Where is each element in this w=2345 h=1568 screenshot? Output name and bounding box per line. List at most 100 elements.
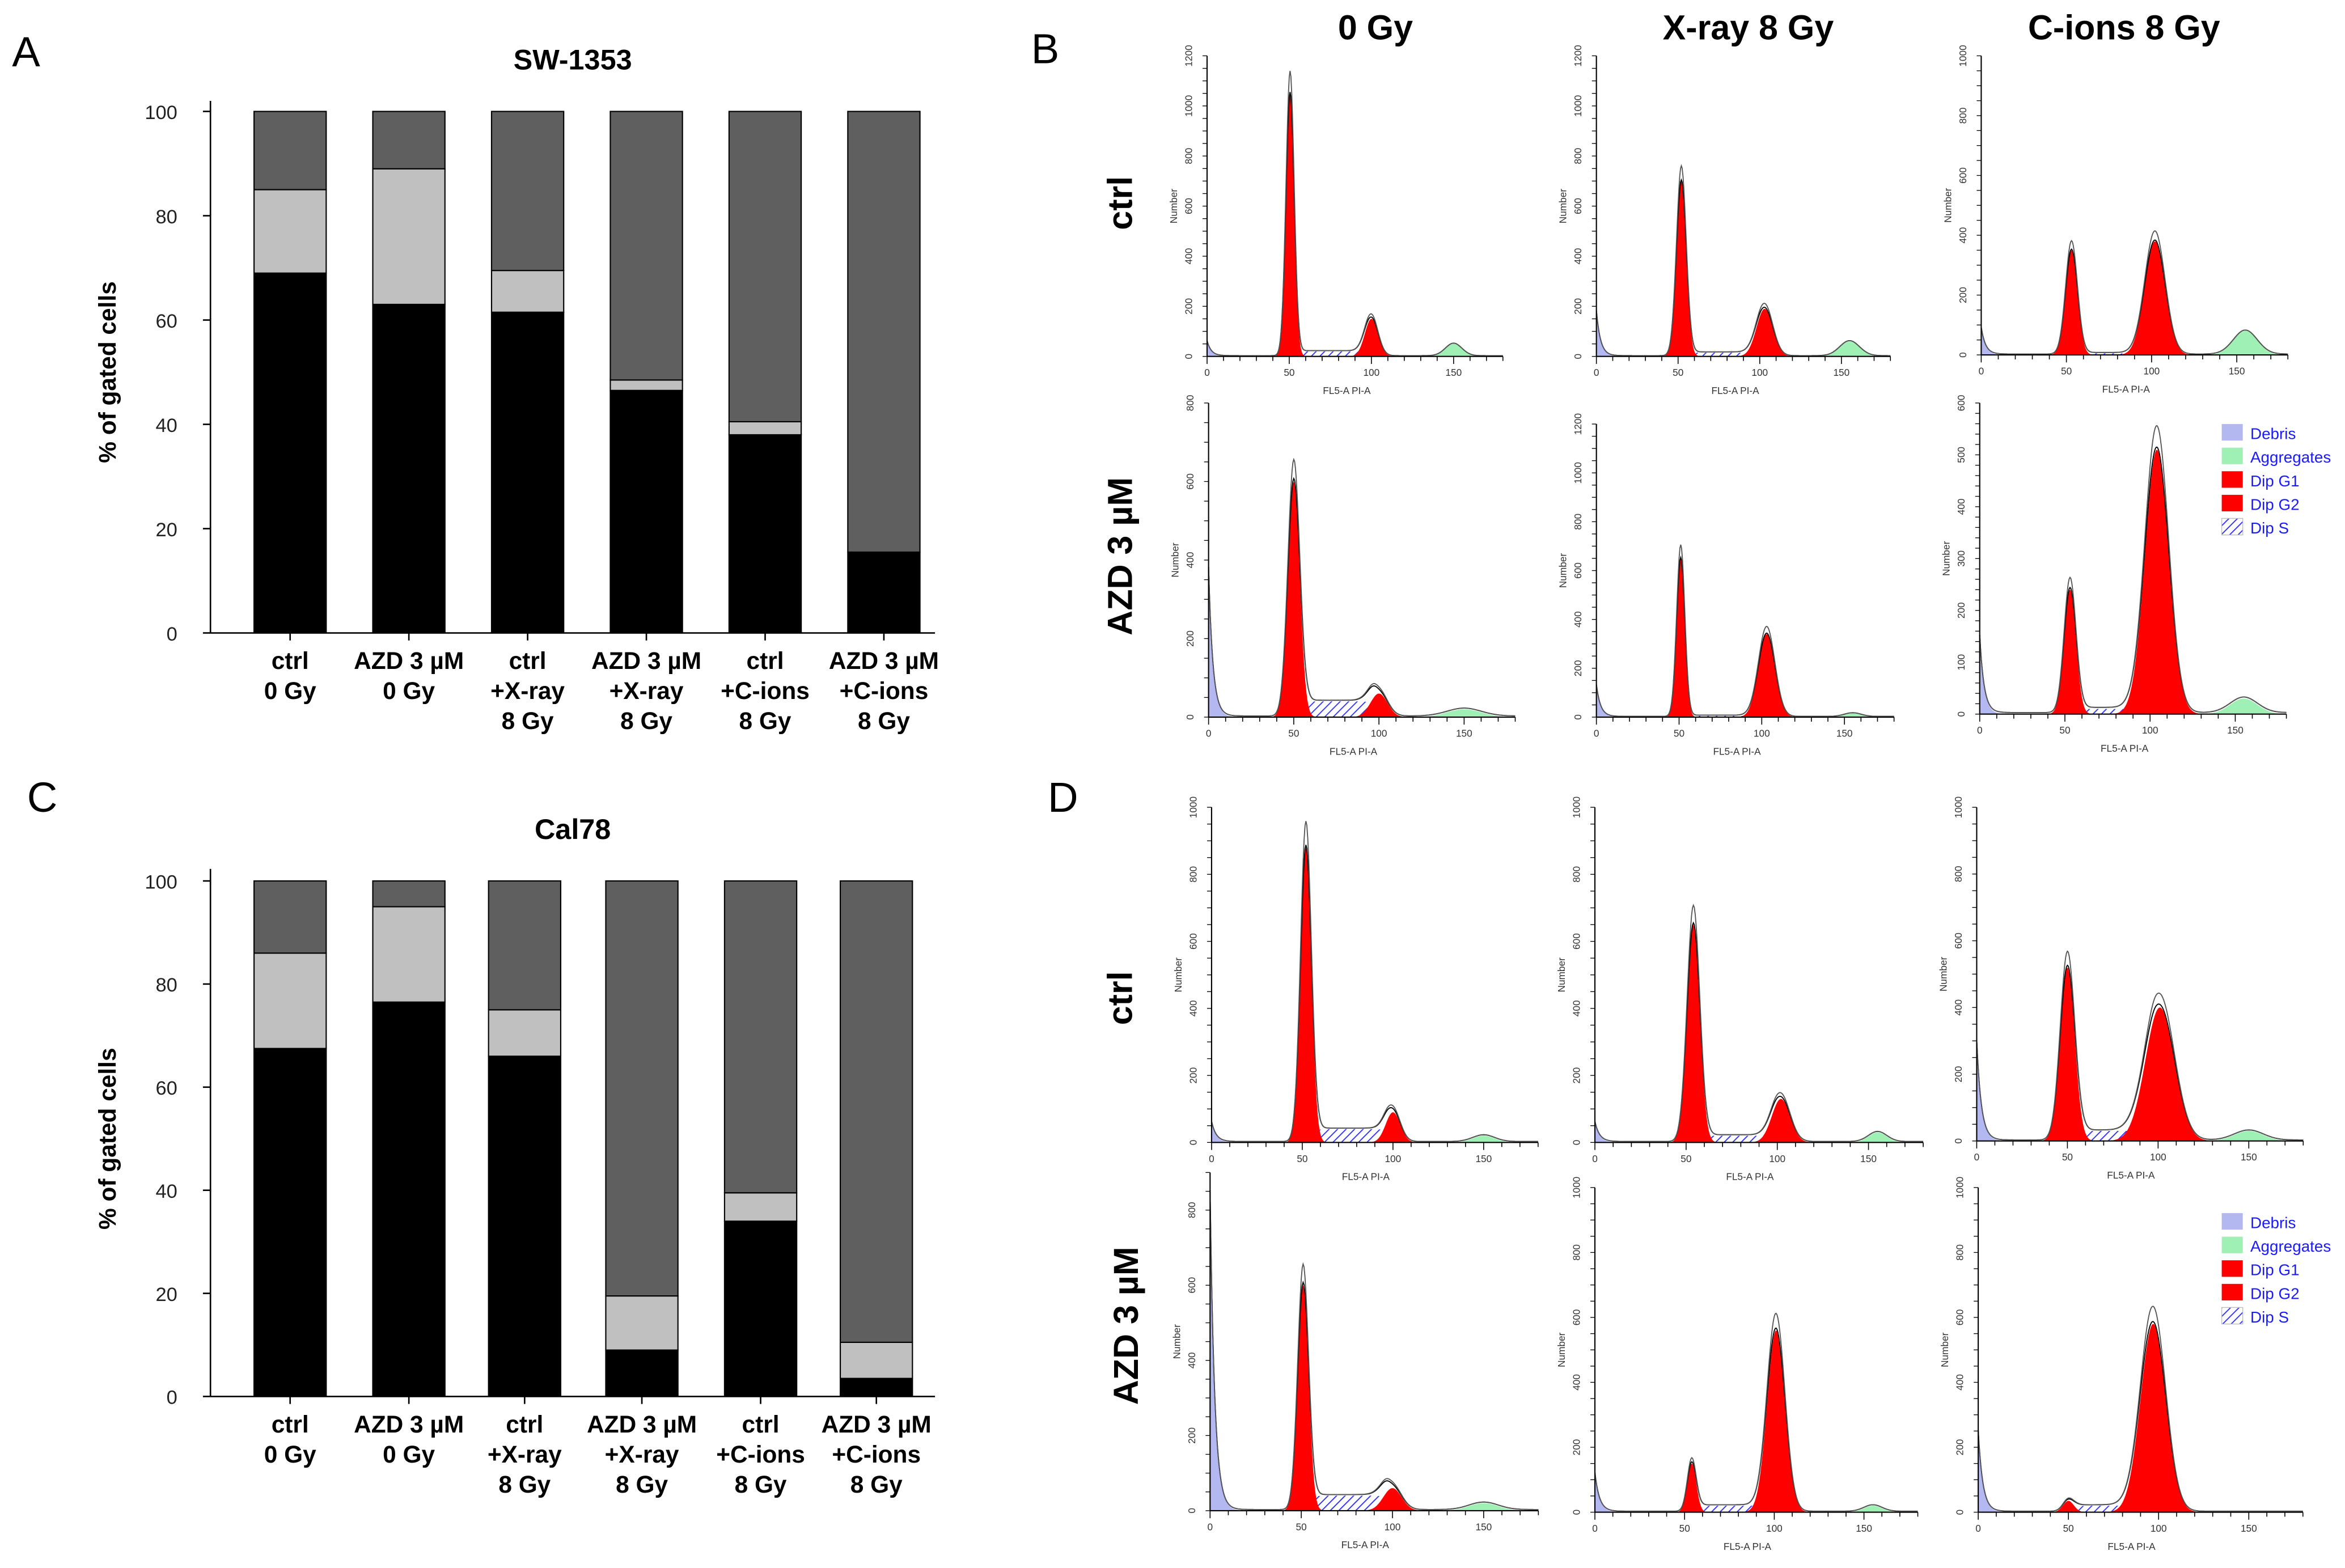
model-fit-line xyxy=(1211,845,1538,1142)
bar-segment-dark-gray xyxy=(372,880,446,908)
x-tick-label: 50 xyxy=(1296,1521,1307,1532)
x-tick-label: 100 xyxy=(1385,1153,1401,1164)
x-tick-label: 150 xyxy=(2241,1523,2257,1534)
y-tick-label: 600 xyxy=(1957,167,1969,184)
aggregates-area xyxy=(1210,1503,1539,1511)
x-tick-label: 100 xyxy=(1371,727,1387,739)
dip-g1-area xyxy=(1976,967,2304,1141)
histogram-b-ctrl-xray: 0 50 100 150 0 200 400 600 800 1000 1200 Number FL5-… xyxy=(1557,45,1891,396)
y-tick-label: 500 xyxy=(1955,447,1967,463)
y-tick-label: 200 xyxy=(1184,630,1196,647)
x-tick-label: AZD 3 µM xyxy=(354,647,464,674)
legend-swatch-debris xyxy=(2221,424,2243,441)
model-fit-line xyxy=(1207,92,1503,357)
histogram-b-ctrl-cions: 0 50 100 150 0 200 400 600 800 1000 Number FL5-A PI… xyxy=(1942,45,2289,395)
x-tick-label: 8 Gy xyxy=(735,1471,787,1498)
y-tick-label: 300 xyxy=(1955,550,1967,567)
column-header-xray: X-ray 8 Gy xyxy=(1663,8,1834,46)
x-tick-label: 150 xyxy=(1475,1153,1492,1164)
x-tick-label: 50 xyxy=(1673,367,1683,378)
bar-segment-dark-gray xyxy=(488,880,561,1011)
bar-segment-black xyxy=(253,1048,327,1397)
data-line xyxy=(1594,904,1924,1142)
chart-title: SW-1353 xyxy=(514,43,632,75)
x-tick-label: +C-ions xyxy=(840,677,929,704)
y-tick-label: 200 xyxy=(1186,1427,1197,1444)
x-tick-label: 100 xyxy=(1769,1153,1785,1164)
y-tick-label: 800 xyxy=(1183,148,1194,164)
x-tick-label: 100 xyxy=(1363,367,1379,378)
bar-chart-a: SW-1353 % of gated cells ctrl 0 Gy AZD 3 µM 0… xyxy=(94,43,939,734)
x-tick-label: 100 xyxy=(1751,367,1768,378)
x-tick-label: 50 xyxy=(2061,366,2072,377)
x-axis-label: FL5-A PI-A xyxy=(1724,1541,1772,1552)
x-tick-label: 0 xyxy=(1979,366,1984,377)
bar-segment-dark-gray xyxy=(723,880,798,1194)
y-tick-label: 400 xyxy=(1184,552,1196,569)
aggregates-area xyxy=(1981,330,2288,355)
y-tick-label: 800 xyxy=(1186,1202,1197,1218)
y-axis-label: Number xyxy=(1171,1324,1182,1359)
histogram-d-azd-0gy: 0 50 100 150 0 200 400 600 800 Number FL5-A PI-A xyxy=(1171,1172,1539,1550)
y-tick-label: 1200 xyxy=(1572,45,1584,66)
legend-label: Dip G1 xyxy=(2250,472,2300,490)
dip-g1-area xyxy=(1978,1501,2303,1512)
y-tick-label: 200 xyxy=(1953,1066,1964,1083)
y-tick-label: 400 xyxy=(1187,1000,1199,1016)
y-tick-label: 200 xyxy=(1187,1067,1199,1084)
bar-segment-black xyxy=(490,311,565,634)
y-tick-label: 1200 xyxy=(1572,413,1584,435)
x-tick-label: 0 Gy xyxy=(383,677,435,704)
bar-segment-light-gray xyxy=(253,189,327,274)
x-tick-label: 0 Gy xyxy=(264,1441,316,1468)
legend-swatch-aggregates xyxy=(2221,447,2243,464)
y-tick-label: 600 xyxy=(1572,198,1584,214)
bar-segment-light-gray xyxy=(723,1192,798,1222)
y-tick-label: 1200 xyxy=(1183,45,1194,66)
y-tick-label: 0 xyxy=(1183,354,1194,359)
y-tick-label: 600 xyxy=(1183,198,1194,214)
x-tick-label: 100 xyxy=(2151,1523,2167,1534)
y-axis-label: Number xyxy=(1557,189,1569,224)
bar-segment-black xyxy=(605,1349,679,1397)
bar-segment-black xyxy=(723,1221,798,1397)
y-tick-label: 0 xyxy=(1184,714,1196,720)
x-axis-label: FL5-A PI-A xyxy=(2101,743,2149,754)
y-tick-label: 1000 xyxy=(1954,1177,1966,1198)
x-tick-label: 50 xyxy=(2063,1523,2074,1534)
bar-segment-dark-gray xyxy=(490,111,565,272)
y-tick-label: 80 xyxy=(156,206,177,228)
y-tick-label: 400 xyxy=(1953,999,1964,1016)
panel-label-c: C xyxy=(27,774,58,821)
y-tick-label: 20 xyxy=(156,1284,177,1306)
dip-g1-area xyxy=(1596,558,1894,718)
x-axis-label: FL5-A PI-A xyxy=(1323,385,1371,396)
y-axis-label: Number xyxy=(1170,543,1181,578)
x-tick-label: AZD 3 µM xyxy=(587,1411,697,1438)
x-tick-label: 150 xyxy=(1836,727,1853,739)
bar-segment-light-gray xyxy=(372,906,446,1003)
data-line xyxy=(1208,457,1516,717)
histogram-d-ctrl-cions: 0 50 100 150 0 200 400 600 800 1000 Number FL5-A PI… xyxy=(1937,796,2304,1181)
histogram-b-azd-cions: 0 50 100 150 0 100 200 300 400 500 600 Number FL5-A … xyxy=(1941,395,2331,754)
bar-segment-dark-gray xyxy=(609,111,683,381)
x-axis-label: FL5-A PI-A xyxy=(1713,745,1761,757)
y-axis-label: % of gated cells xyxy=(94,1048,121,1230)
x-tick-label: 0 xyxy=(1594,367,1599,378)
y-tick-label: 0 xyxy=(1955,711,1967,717)
data-line xyxy=(1594,1312,1918,1512)
y-tick-label: 0 xyxy=(1571,1140,1582,1146)
x-tick-label: 0 xyxy=(1974,1151,1980,1163)
histogram-b-azd-xray: 0 50 100 150 0 200 400 600 800 1000 1200 Number FL5-… xyxy=(1557,413,1895,757)
legend-label: Dip G2 xyxy=(2250,1285,2300,1302)
y-tick-label: 1000 xyxy=(1572,462,1584,484)
x-tick-label: 0 xyxy=(1592,1153,1598,1164)
x-tick-label: 0 xyxy=(1204,367,1210,378)
legend-swatch-dip-g1 xyxy=(2221,471,2243,488)
y-tick-label: 800 xyxy=(1957,108,1969,124)
y-tick-label: 400 xyxy=(1571,1374,1582,1391)
x-axis-label: FL5-A PI-A xyxy=(1726,1171,1774,1183)
y-tick-label: 600 xyxy=(1571,933,1582,950)
dip-s-area xyxy=(1596,353,1891,357)
